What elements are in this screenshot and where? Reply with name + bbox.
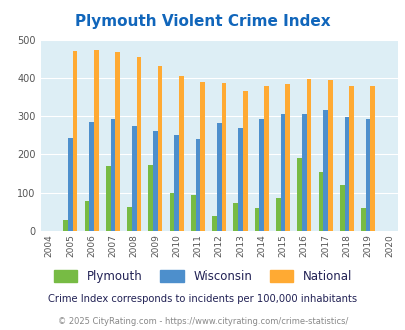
Bar <box>200 82 205 231</box>
Bar <box>242 90 247 231</box>
Bar <box>264 86 268 231</box>
Text: Plymouth Violent Crime Index: Plymouth Violent Crime Index <box>75 14 330 29</box>
Text: © 2025 CityRating.com - https://www.cityrating.com/crime-statistics/: © 2025 CityRating.com - https://www.city… <box>58 317 347 326</box>
Bar <box>285 84 289 231</box>
Bar <box>238 128 242 231</box>
Bar <box>221 83 226 231</box>
Bar <box>153 131 158 231</box>
Bar <box>216 123 221 231</box>
Bar <box>360 208 365 231</box>
Bar <box>84 201 89 231</box>
Bar <box>296 158 301 231</box>
Bar <box>322 110 327 231</box>
Bar <box>212 216 216 231</box>
Bar <box>94 50 98 231</box>
Text: Crime Index corresponds to incidents per 100,000 inhabitants: Crime Index corresponds to incidents per… <box>48 294 357 304</box>
Bar <box>174 135 179 231</box>
Bar <box>195 139 200 231</box>
Bar <box>306 79 311 231</box>
Bar <box>280 114 285 231</box>
Bar <box>254 208 259 231</box>
Bar <box>63 219 68 231</box>
Bar <box>106 166 110 231</box>
Bar <box>339 185 344 231</box>
Bar <box>127 207 132 231</box>
Bar <box>89 122 94 231</box>
Bar <box>318 172 322 231</box>
Bar <box>68 138 72 231</box>
Bar <box>365 119 369 231</box>
Bar <box>348 85 353 231</box>
Bar <box>136 57 141 231</box>
Bar <box>344 117 348 231</box>
Bar <box>327 80 332 231</box>
Bar <box>275 198 280 231</box>
Legend: Plymouth, Wisconsin, National: Plymouth, Wisconsin, National <box>49 265 356 287</box>
Bar <box>132 126 136 231</box>
Bar <box>158 66 162 231</box>
Bar <box>110 119 115 231</box>
Bar <box>233 203 238 231</box>
Bar <box>369 86 374 231</box>
Bar <box>169 193 174 231</box>
Bar <box>301 114 306 231</box>
Bar <box>72 51 77 231</box>
Bar <box>259 119 264 231</box>
Bar <box>115 52 119 231</box>
Bar <box>179 76 183 231</box>
Bar <box>190 195 195 231</box>
Bar <box>148 165 153 231</box>
